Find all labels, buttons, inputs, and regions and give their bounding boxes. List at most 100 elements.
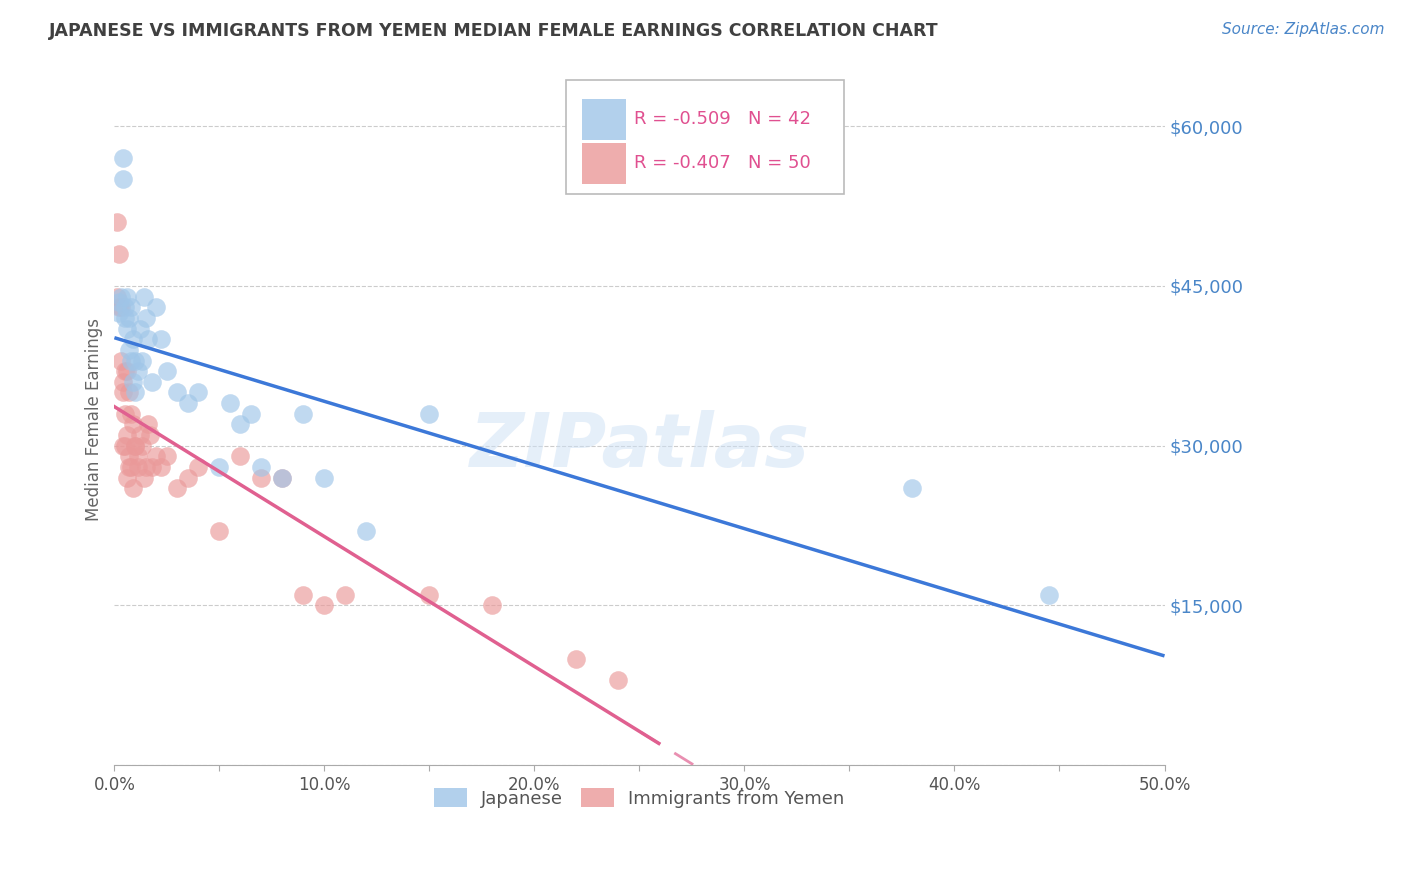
Point [314,599,336,613]
Point [145,450,167,464]
Point [187,385,209,400]
Point [128,321,150,335]
Point [131,439,153,453]
Text: R = -0.509   N = 42: R = -0.509 N = 42 [634,111,811,128]
Point [118,343,141,357]
Point [139,428,162,442]
Point [136,417,159,432]
Point [127,450,149,464]
Point [292,407,315,421]
Point [122,417,145,432]
Point [166,385,188,400]
Point [187,460,209,475]
Point [124,439,146,453]
Point [111,375,134,389]
Point [418,407,440,421]
Point [239,407,262,421]
Point [115,290,138,304]
Point [565,651,588,665]
Point [314,471,336,485]
Point [135,460,157,475]
Point [271,471,294,485]
Point [114,300,136,314]
Point [481,599,503,613]
Point [118,385,141,400]
Point [114,310,136,325]
Point [105,215,128,229]
Point [135,310,157,325]
Point [120,300,142,314]
Point [177,471,200,485]
Point [118,450,141,464]
Point [607,673,630,687]
Point [111,385,134,400]
Point [115,321,138,335]
Point [149,460,172,475]
Point [229,450,252,464]
Point [105,290,128,304]
FancyBboxPatch shape [567,80,844,194]
Point [335,588,357,602]
Y-axis label: Median Female Earnings: Median Female Earnings [86,318,103,521]
Point [110,300,132,314]
Point [118,460,141,475]
Point [128,428,150,442]
Point [418,588,440,602]
Point [145,300,167,314]
Point [118,310,141,325]
Point [156,450,179,464]
Point [166,481,188,495]
Text: ZIPatlas: ZIPatlas [470,410,810,483]
Point [901,481,924,495]
Point [177,396,200,410]
Point [136,332,159,346]
Point [219,396,242,410]
Point [107,247,129,261]
FancyBboxPatch shape [582,143,626,184]
Point [114,407,136,421]
Point [229,417,252,432]
Point [1038,588,1060,602]
Text: Source: ZipAtlas.com: Source: ZipAtlas.com [1222,22,1385,37]
Point [149,332,172,346]
Point [115,471,138,485]
Point [250,460,273,475]
Point [111,151,134,165]
Point [122,332,145,346]
Point [114,364,136,378]
Point [122,481,145,495]
Point [122,375,145,389]
Point [356,524,378,538]
Text: JAPANESE VS IMMIGRANTS FROM YEMEN MEDIAN FEMALE EARNINGS CORRELATION CHART: JAPANESE VS IMMIGRANTS FROM YEMEN MEDIAN… [49,22,939,40]
Point [131,353,153,368]
Point [250,471,273,485]
Point [292,588,315,602]
Point [110,353,132,368]
Point [132,471,155,485]
Point [111,172,134,186]
Point [115,428,138,442]
Point [115,364,138,378]
Point [124,353,146,368]
Point [271,471,294,485]
Point [141,375,163,389]
Point [141,460,163,475]
Point [120,460,142,475]
Text: R = -0.407   N = 50: R = -0.407 N = 50 [634,154,811,172]
Point [156,364,179,378]
Legend: Japanese, Immigrants from Yemen: Japanese, Immigrants from Yemen [427,781,852,815]
Point [132,290,155,304]
Point [107,295,129,310]
Point [127,460,149,475]
Point [111,439,134,453]
Point [127,364,149,378]
FancyBboxPatch shape [582,99,626,140]
Point [107,300,129,314]
Point [124,385,146,400]
Point [124,439,146,453]
Point [208,460,231,475]
Point [110,290,132,304]
Point [120,353,142,368]
Point [208,524,231,538]
Point [107,305,129,319]
